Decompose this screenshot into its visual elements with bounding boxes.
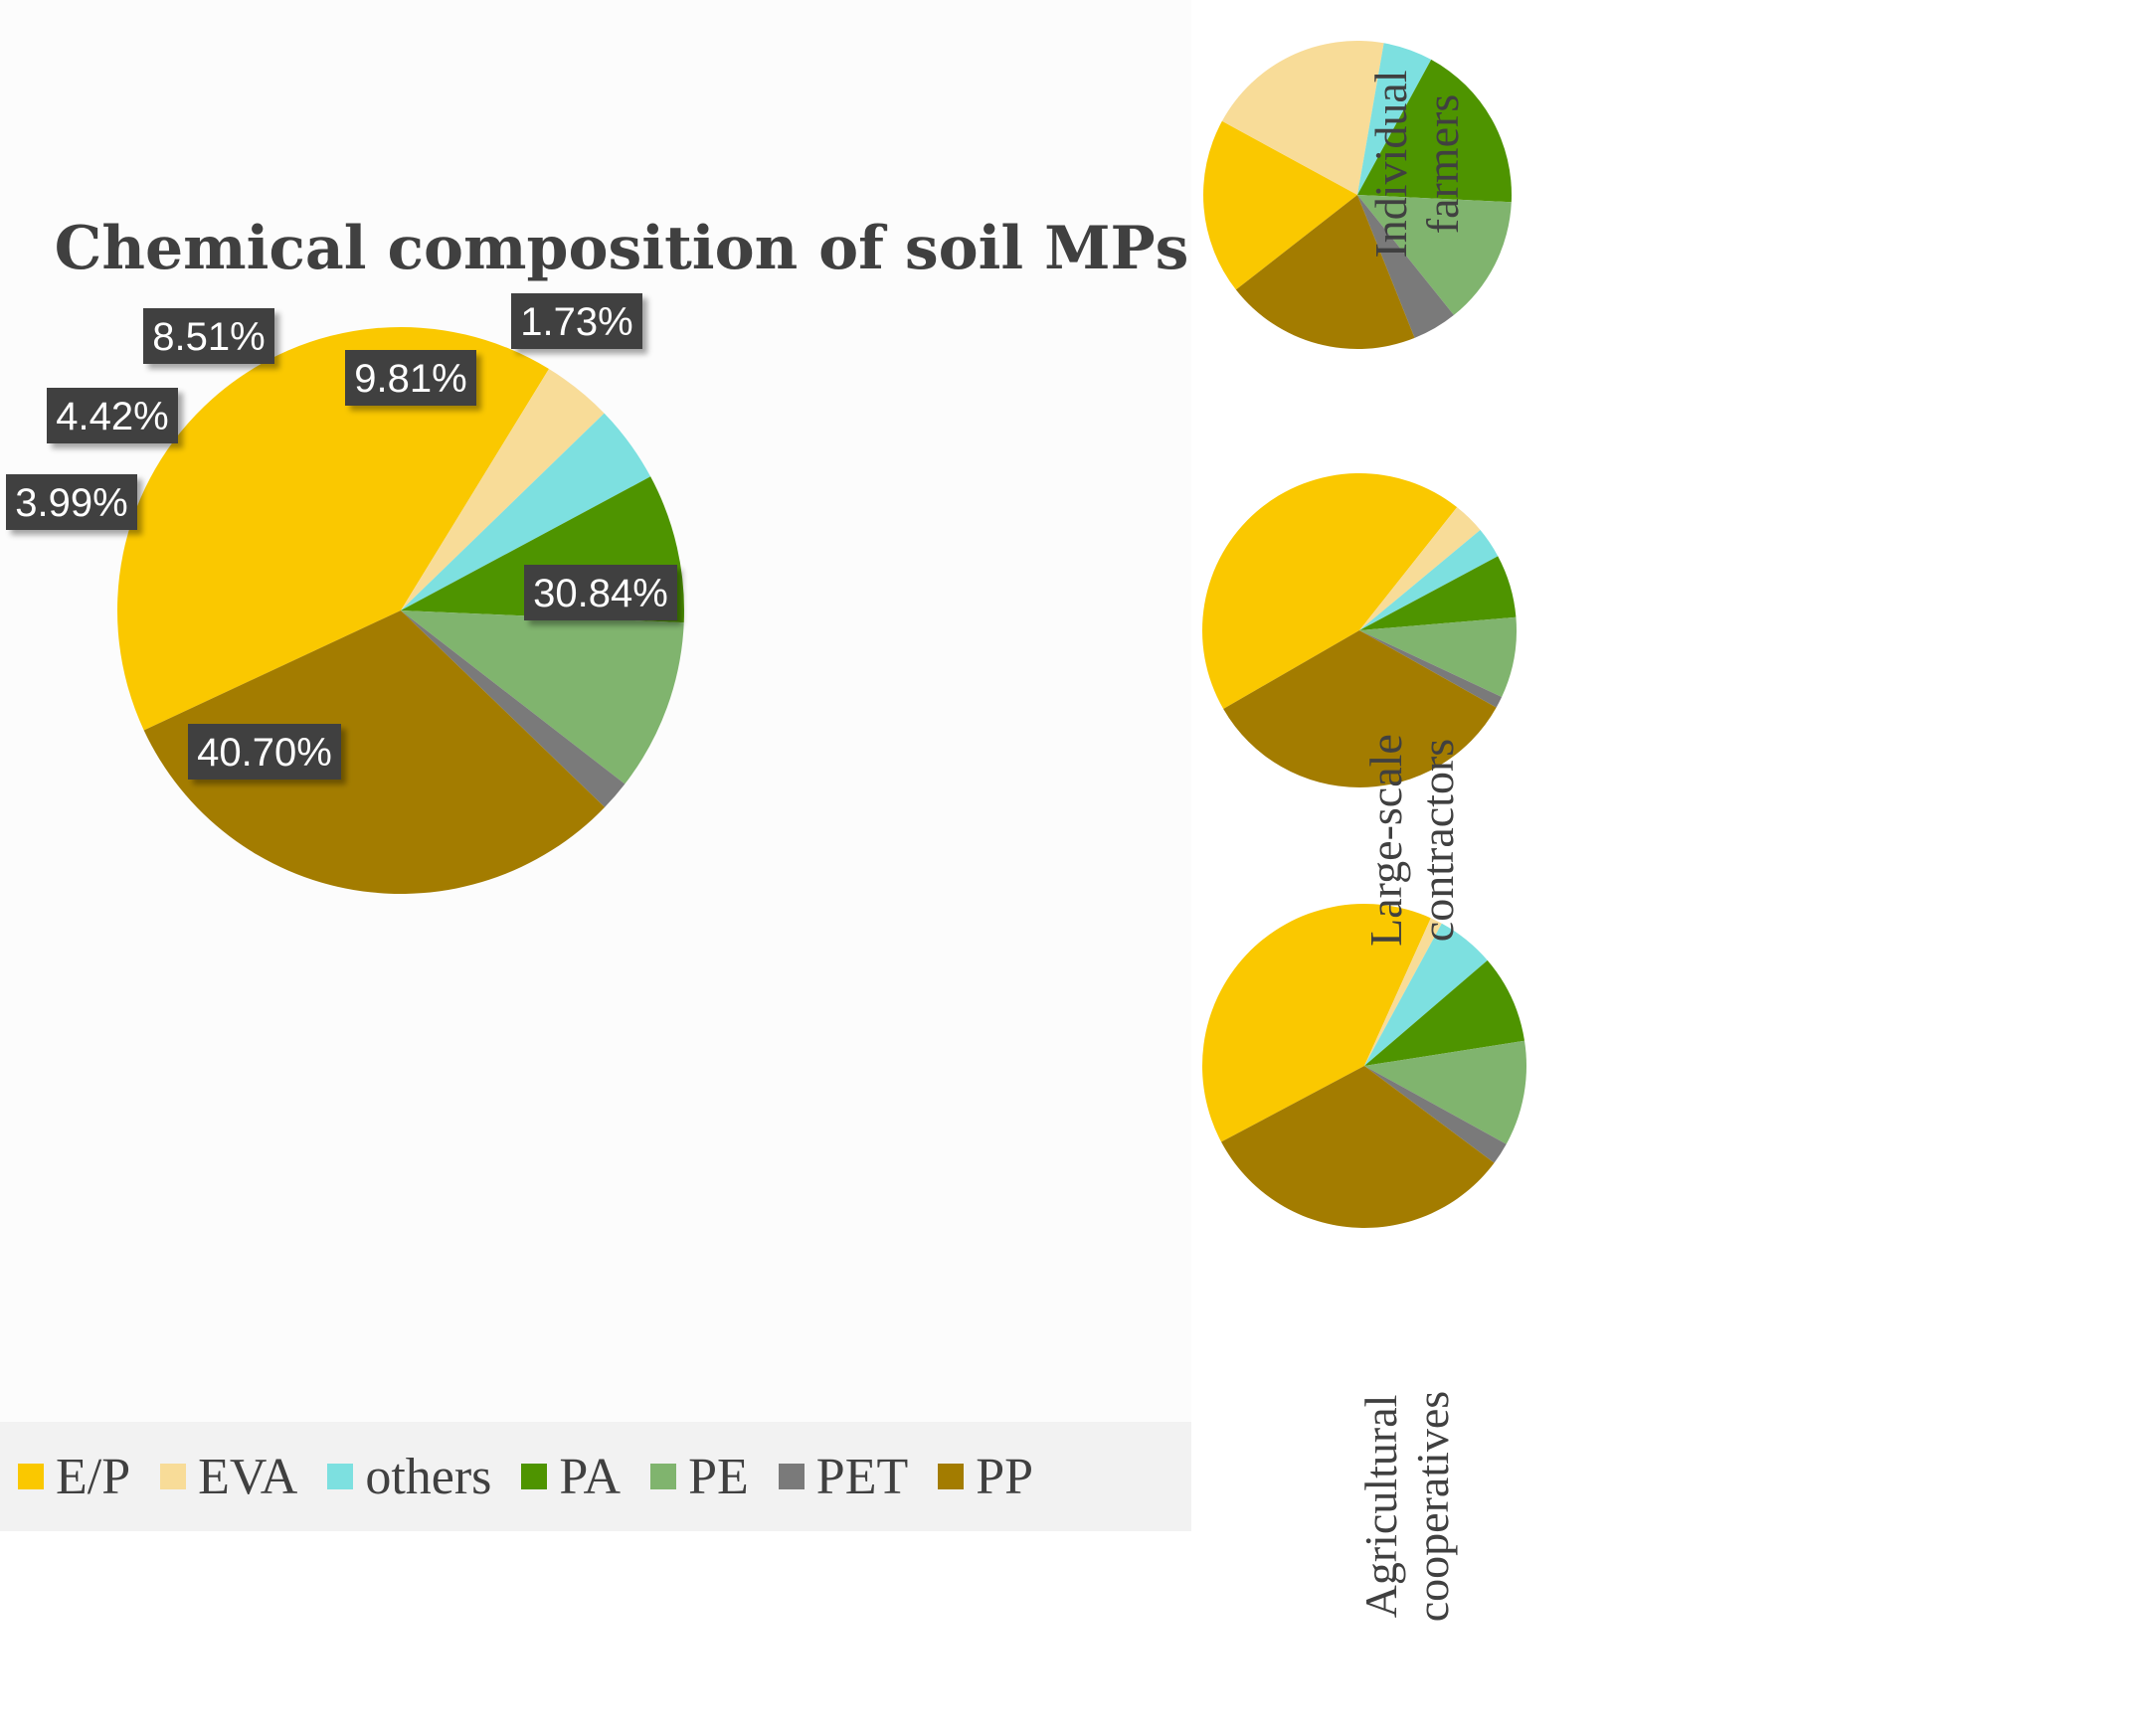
- data-label-box-pp: [524, 565, 677, 620]
- legend-label-eva: EVA: [198, 1448, 298, 1505]
- pie-slice-eva: [1359, 507, 1481, 630]
- pie-slice-pet: [401, 610, 626, 807]
- data-label-box-eva: [6, 474, 137, 530]
- data-label-pe: 9.81%: [354, 357, 466, 401]
- data-label-e-p: 40.70%: [197, 731, 332, 775]
- pie-slice-pa: [1364, 959, 1525, 1066]
- data-label-box-others: [47, 388, 178, 443]
- data-label-box-pet: [511, 293, 642, 349]
- pie-slice-pp: [1235, 195, 1415, 350]
- small-pie-individual-farmers: [1203, 40, 1512, 350]
- pie-slice-e-p: [1203, 120, 1357, 290]
- legend: E/P EVA others PA PE PET PP: [0, 1422, 1191, 1531]
- pie-slice-eva: [401, 369, 605, 610]
- row-label-large-scale-contractors: Large-scale contractors: [1343, 631, 1482, 1049]
- legend-swatch-pp: [938, 1464, 965, 1489]
- pie-slice-others: [1357, 43, 1432, 195]
- data-label-eva: 3.99%: [15, 481, 127, 525]
- legend-label-pet: PET: [815, 1448, 909, 1505]
- legend-item-others: others: [327, 1448, 491, 1506]
- pie-slice-e-p: [1202, 473, 1458, 709]
- pie-slice-e-p: [1202, 903, 1431, 1142]
- pie-slice-others: [1364, 923, 1488, 1066]
- legend-item-pet: PET: [778, 1448, 909, 1506]
- legend-item-pp: PP: [938, 1448, 1033, 1506]
- data-label-pet: 1.73%: [520, 300, 632, 344]
- pie-slice-pp: [143, 610, 606, 895]
- data-label-others: 4.42%: [56, 395, 168, 438]
- legend-swatch-ep: [18, 1464, 44, 1489]
- pie-slice-pe: [401, 610, 684, 784]
- pie-slice-others: [1359, 530, 1499, 630]
- legend-label-pa: PA: [559, 1448, 622, 1505]
- legend-swatch-eva: [160, 1464, 187, 1489]
- data-label-pa: 8.51%: [152, 315, 265, 359]
- pie-slice-pp: [1223, 630, 1497, 787]
- pie-slice-others: [401, 413, 651, 610]
- legend-swatch-others: [327, 1464, 354, 1489]
- legend-swatch-pa: [521, 1464, 548, 1489]
- data-label-pp: 30.84%: [533, 572, 668, 615]
- main-chart-title: Chemical composition of soil MPs: [54, 214, 1189, 283]
- legend-label-others: others: [365, 1448, 492, 1505]
- data-label-box-pa: [143, 308, 274, 364]
- small-pie-large-scale-contractors: [1202, 473, 1517, 787]
- row-label-line: Individual: [1365, 70, 1416, 259]
- data-label-box-e-p: [188, 724, 341, 780]
- pie-slice-pet: [1364, 1066, 1507, 1163]
- pie-slice-pe: [1364, 1040, 1526, 1144]
- pie-slice-e-p: [117, 327, 549, 731]
- pie-slice-pe: [1357, 195, 1512, 315]
- pie-slice-pa: [1359, 556, 1517, 630]
- pie-slice-eva: [1364, 918, 1442, 1066]
- legend-label-pe: PE: [688, 1448, 749, 1505]
- main-pie-data-labels: 40.70% 3.99% 4.42% 8.51% 9.81% 1.73% 30.84%: [6, 293, 677, 780]
- row-label-agricultural-cooperatives: Agricultural cooperatives: [1338, 1298, 1477, 1715]
- row-label-line: contractors: [1412, 738, 1463, 943]
- row-label-line: farmers: [1417, 93, 1468, 235]
- pie-slice-eva: [1221, 40, 1384, 195]
- row-label-line: Large-scale: [1360, 734, 1411, 947]
- row-label-individual-farmers: Individual farmers: [1347, 0, 1487, 373]
- legend-label-ep: E/P: [56, 1448, 131, 1505]
- legend-item-pa: PA: [521, 1448, 621, 1506]
- row-label-line: cooperatives: [1407, 1390, 1458, 1623]
- pie-slice-pet: [1357, 195, 1454, 338]
- legend-swatch-pet: [778, 1464, 805, 1489]
- pie-slice-pe: [1359, 616, 1517, 697]
- row-label-line: Agricultural: [1355, 1394, 1406, 1619]
- legend-label-pp: PP: [976, 1448, 1034, 1505]
- pie-slice-pa: [1357, 59, 1512, 203]
- legend-swatch-pe: [650, 1464, 677, 1489]
- legend-item-pe: PE: [650, 1448, 749, 1506]
- legend-item-ep: E/P: [18, 1448, 130, 1506]
- small-pie-agricultural-cooperatives: [1202, 903, 1526, 1228]
- data-label-box-pe: [345, 350, 476, 406]
- main-pie: [117, 327, 684, 895]
- legend-item-eva: EVA: [160, 1448, 297, 1506]
- pie-slice-pp: [1221, 1066, 1495, 1228]
- pie-slice-pet: [1359, 630, 1503, 708]
